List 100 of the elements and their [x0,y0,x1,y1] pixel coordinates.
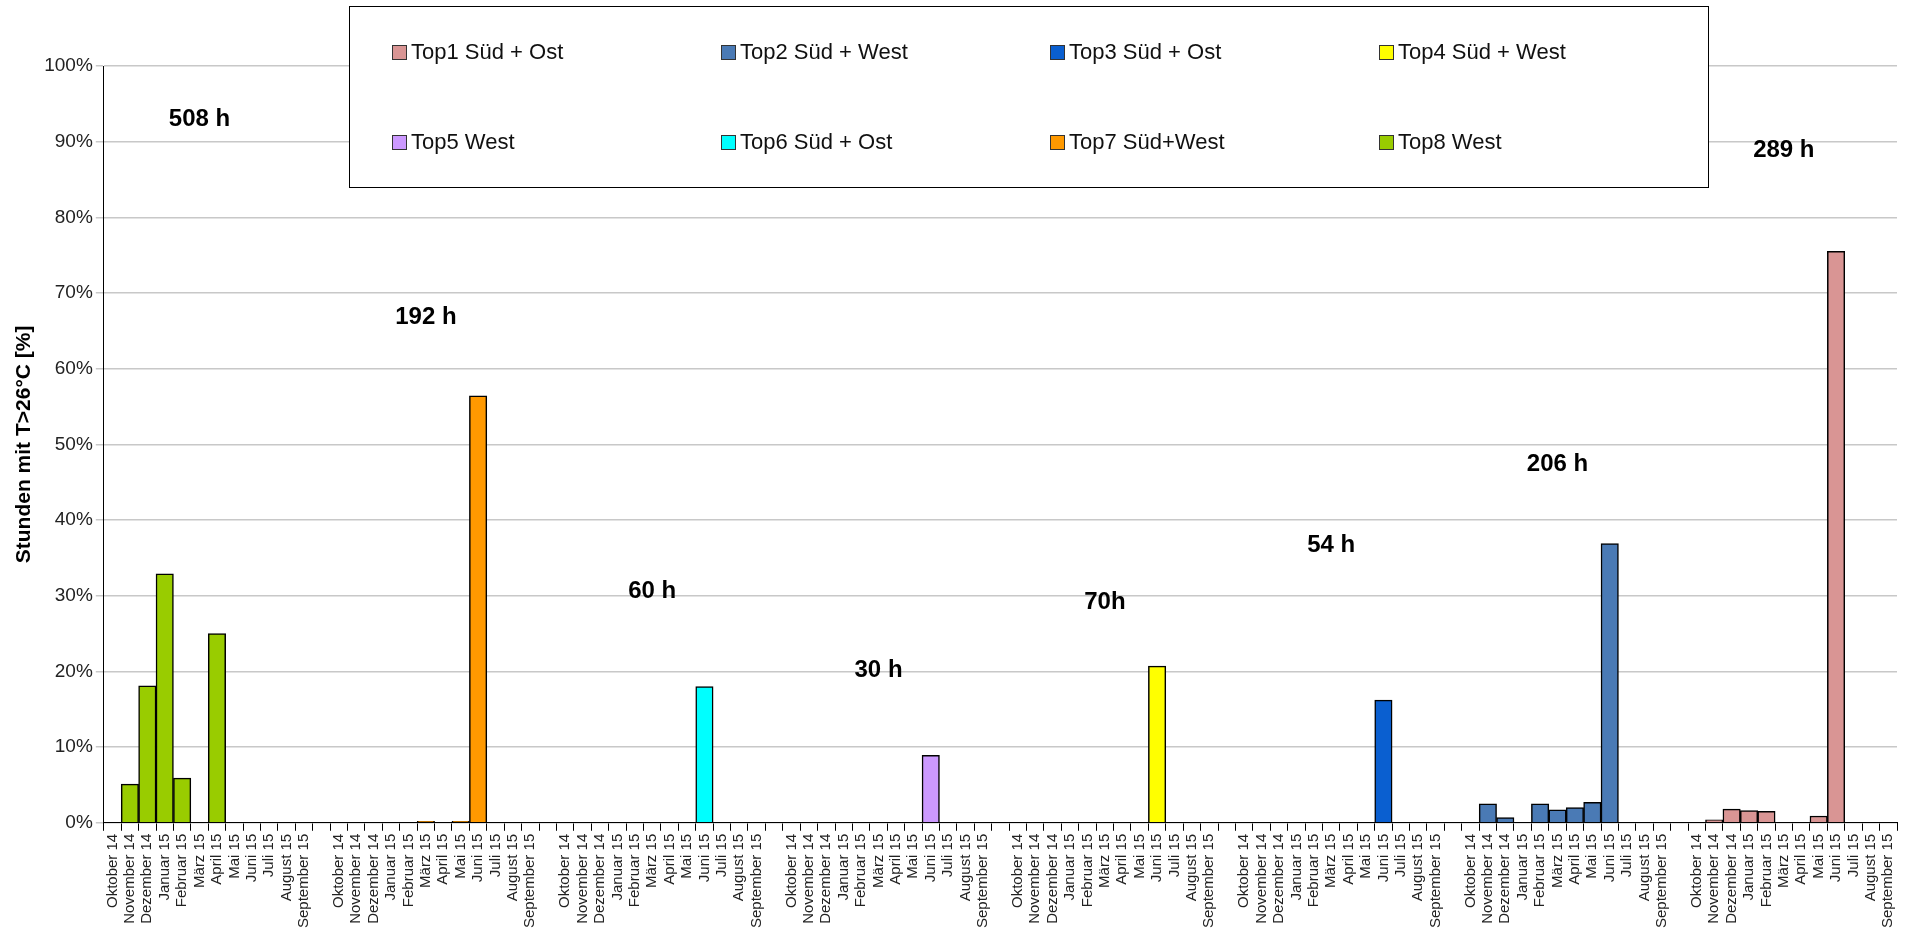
x-tick-label: September 15 [1199,833,1217,929]
x-tick-label: Dezember 14 [590,833,608,924]
x-tick-label: April 15 [886,833,904,885]
y-tick-label: 60% [54,356,93,378]
x-tick-label: März 15 [1773,833,1791,888]
annotation: 192 h [395,301,457,329]
x-tick-label: Oktober 14 [1234,833,1252,908]
x-tick-label: Dezember 14 [1721,833,1739,924]
x-tick-label: Dezember 14 [1042,833,1060,924]
x-tick-label: Juni 15 [468,833,486,883]
x-tick-label: Januar 15 [833,833,851,901]
y-tick-label: 100% [44,54,93,76]
x-tick-label: Oktober 14 [1460,833,1478,908]
annotation: 289 h [1753,135,1815,163]
x-tick-label: Juni 15 [1147,833,1165,883]
legend-label: Top4 Süd + West [1398,39,1566,65]
x-tick-label: Oktober 14 [328,833,346,908]
x-tick-label: Januar 15 [1286,833,1304,901]
x-tick-label: Juli 15 [485,833,503,878]
x-tick-label: August 15 [276,833,294,902]
y-axis-title: Stunden mit T>26°C [%] [11,325,35,564]
annotation: 70h [1084,587,1126,615]
x-tick-label: April 15 [659,833,677,885]
x-tick-label: Mai 15 [1129,833,1147,879]
x-tick-label: Juni 15 [1373,833,1391,883]
x-tick-label: Februar 15 [1077,833,1095,908]
x-tick-label: Mai 15 [677,833,695,879]
legend-label: Top5 West [411,129,515,155]
y-tick-label: 30% [54,583,93,605]
y-tick-label: 90% [54,129,93,151]
x-tick-label: Januar 15 [607,833,625,901]
x-tick-label: September 15 [746,833,764,929]
x-tick-label: Juni 15 [694,833,712,883]
x-tick-label: November 14 [1478,833,1496,924]
x-tick-label: September 15 [294,833,312,929]
x-tick-label: Dezember 14 [363,833,381,924]
x-tick-label: November 14 [1025,833,1043,924]
y-tick-label: 80% [54,205,93,227]
annotation: 60 h [628,575,677,603]
y-tick-label: 20% [54,659,93,681]
x-tick-label: Dezember 14 [816,833,834,924]
annotation: 206 h [1526,448,1589,476]
x-tick-label: April 15 [1791,833,1809,885]
y-tick-label: 40% [54,508,93,530]
annotation: 508 h [168,104,231,132]
x-tick-label: Juni 15 [1826,833,1844,883]
annotation: 30 h [854,655,903,683]
x-tick-label: September 15 [973,833,991,929]
x-tick-label: Juni 15 [241,833,259,883]
y-tick-label: 70% [54,281,93,303]
x-tick-label: August 15 [1861,833,1879,902]
x-tick-label: September 15 [1652,833,1670,929]
x-tick-label: September 15 [520,833,538,929]
x-tick-label: April 15 [1338,833,1356,885]
x-tick-label: August 15 [1408,833,1426,902]
x-tick-label: Oktober 14 [102,833,120,908]
x-tick-label: Juni 15 [920,833,938,883]
x-tick-label: Juli 15 [938,833,956,878]
x-tick-label: Dezember 14 [137,833,155,924]
x-tick-label: Februar 15 [851,833,869,908]
x-tick-label: Januar 15 [381,833,399,901]
x-tick-label: Januar 15 [1060,833,1078,901]
x-tick-label: Januar 15 [1739,833,1757,901]
x-tick-label: August 15 [1634,833,1652,902]
x-tick-label: November 14 [120,833,138,924]
x-tick-label: Februar 15 [624,833,642,908]
x-tick-label: März 15 [868,833,886,888]
x-tick-label: August 15 [729,833,747,902]
y-tick-label: 10% [54,735,93,757]
x-tick-label: August 15 [955,833,973,902]
legend-label: Top8 West [1398,129,1502,155]
annotation: 54 h [1307,529,1356,557]
x-tick-label: März 15 [1095,833,1112,888]
x-tick-label: Oktober 14 [781,833,799,908]
y-tick-label: 0% [65,811,93,833]
x-tick-label: Februar 15 [172,833,190,908]
x-tick-label: Oktober 14 [1007,833,1025,908]
x-tick-label: Mai 15 [903,833,921,879]
x-tick-label: Januar 15 [154,833,172,901]
x-tick-label: August 15 [1182,833,1200,902]
x-tick-label: Februar 15 [1756,833,1774,908]
x-tick-label: September 15 [1878,833,1896,929]
x-tick-label: März 15 [642,833,660,888]
x-tick-label: Juli 15 [1617,833,1635,878]
x-tick-label: Mai 15 [1356,833,1374,879]
y-tick-label: 50% [54,432,93,454]
x-tick-label: Mai 15 [224,833,242,879]
x-tick-label: August 15 [503,833,521,902]
x-tick-label: Oktober 14 [1686,833,1704,908]
legend-label: Top6 Süd + Ost [740,129,893,155]
x-tick-label: November 14 [799,833,817,924]
x-tick-label: Oktober 14 [555,833,573,908]
x-tick-label: Juli 15 [1164,833,1182,878]
x-tick-label: Juni 15 [1599,833,1617,883]
x-tick-label: Januar 15 [1512,833,1530,901]
x-tick-label: Februar 15 [1530,833,1548,908]
x-tick-label: Februar 15 [1303,833,1321,908]
legend-label: Top1 Süd + Ost [411,39,564,65]
legend-label: Top2 Süd + West [740,39,908,65]
x-tick-label: Mai 15 [450,833,468,879]
